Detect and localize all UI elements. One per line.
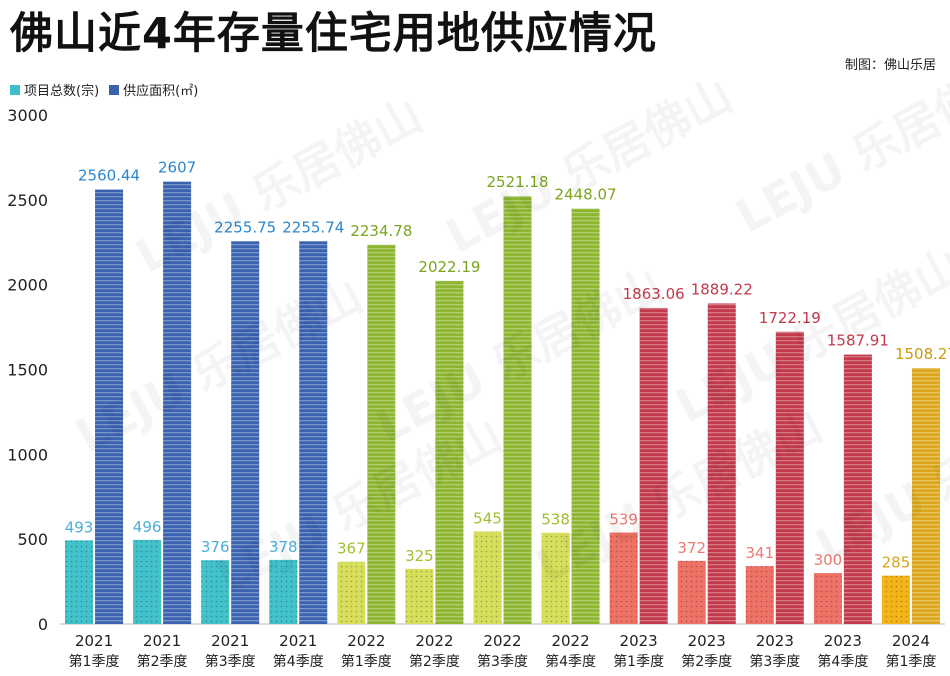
data-label-area: 1587.91 [827, 332, 889, 350]
bar-area-texture [707, 303, 736, 624]
x-tick-label-year: 2023 [620, 632, 658, 650]
x-tick-label-quarter: 第3季度 [749, 653, 800, 670]
legend-swatch-area [109, 84, 120, 95]
x-tick-label-quarter: 第1季度 [886, 653, 937, 670]
data-label-area: 1889.22 [691, 280, 753, 298]
y-tick-label: 1500 [7, 361, 48, 380]
x-tick-label-quarter: 第2季度 [137, 653, 188, 670]
x-tick-label-quarter: 第2季度 [409, 653, 460, 670]
data-label-count: 378 [269, 538, 298, 556]
x-tick-label-year: 2022 [551, 632, 589, 650]
bar-area-texture [435, 280, 464, 624]
data-label-area: 2022.19 [418, 258, 480, 276]
data-label-area: 2255.75 [214, 218, 276, 236]
bar-area-texture [843, 354, 872, 624]
data-label-count: 538 [541, 511, 570, 529]
bar-count-texture [745, 566, 774, 624]
y-tick-label: 1000 [7, 445, 48, 464]
bar-count-texture [881, 575, 910, 624]
legend: 项目总数(宗) 供应面积(㎡) [10, 80, 198, 99]
x-tick-label-year: 2021 [75, 632, 113, 650]
x-tick-label-year: 2022 [415, 632, 453, 650]
x-tick-label-year: 2021 [143, 632, 181, 650]
chart-title: 佛山近4年存量住宅用地供应情况 [10, 9, 657, 59]
x-tick-label-year: 2023 [756, 632, 794, 650]
data-label-area: 2448.07 [555, 186, 617, 204]
bar-count-texture [337, 561, 366, 624]
data-label-count: 376 [201, 538, 230, 556]
data-label-count: 367 [337, 540, 366, 558]
bar-area-texture [503, 196, 532, 624]
data-label-count: 285 [882, 554, 911, 572]
bar-count-texture [269, 559, 298, 624]
bar-area-texture [367, 244, 396, 624]
bar-count-texture [201, 560, 230, 624]
bar-count-texture [677, 560, 706, 624]
data-label-area: 2607 [158, 159, 196, 177]
bar-count-texture [813, 573, 842, 624]
data-label-area: 1863.06 [623, 285, 685, 303]
bar-area-texture [775, 331, 804, 624]
data-label-area: 2255.74 [282, 218, 344, 236]
bar-count-texture [133, 539, 162, 624]
bar-count-texture [405, 568, 434, 624]
y-tick-label: 3000 [7, 106, 48, 125]
data-label-area: 2560.44 [78, 167, 140, 185]
x-tick-label-year: 2024 [892, 632, 930, 650]
data-label-area: 1722.19 [759, 309, 821, 327]
y-tick-label: 500 [17, 530, 48, 549]
bar-area-texture [163, 181, 192, 624]
bar-count-texture [541, 532, 570, 624]
x-tick-label-year: 2021 [279, 632, 317, 650]
x-tick-label-quarter: 第1季度 [341, 653, 392, 670]
data-label-count: 341 [745, 544, 774, 562]
x-tick-label-quarter: 第1季度 [69, 653, 120, 670]
bar-area-texture [911, 368, 940, 624]
legend-swatch-count [10, 84, 20, 95]
data-label-count: 493 [65, 518, 94, 536]
bar-area-texture [299, 241, 328, 624]
data-label-count: 545 [473, 510, 502, 528]
x-tick-label-quarter: 第2季度 [681, 653, 732, 670]
bar-area-texture [95, 189, 124, 624]
data-label-count: 325 [405, 547, 434, 565]
bar-count-texture [609, 532, 638, 624]
legend-item-count: 项目总数(宗) [10, 80, 99, 99]
data-label-area: 2521.18 [486, 173, 548, 191]
x-tick-label-quarter: 第4季度 [545, 653, 596, 670]
bar-area-texture [639, 307, 668, 624]
legend-label-count: 项目总数(宗) [24, 84, 100, 99]
x-tick-label-quarter: 第3季度 [477, 653, 528, 670]
x-tick-label-year: 2022 [483, 632, 521, 650]
x-tick-label-quarter: 第3季度 [205, 653, 256, 670]
data-label-area: 2234.78 [350, 222, 412, 240]
y-tick-label: 0 [38, 615, 48, 634]
x-tick-label-quarter: 第4季度 [817, 653, 868, 670]
bar-count-texture [65, 540, 94, 624]
legend-label-area: 供应面积(㎡) [123, 84, 199, 99]
data-label-area: 1508.27 [895, 345, 950, 363]
x-tick-label-year: 2023 [824, 632, 862, 650]
data-label-count: 300 [814, 551, 843, 569]
x-tick-label-year: 2022 [347, 632, 385, 650]
chart-credit: 制图：佛山乐居 [844, 58, 936, 73]
data-label-count: 496 [133, 518, 162, 536]
x-tick-label-year: 2023 [688, 632, 726, 650]
bar-count-texture [473, 531, 502, 624]
x-tick-label-quarter: 第4季度 [273, 653, 324, 670]
x-tick-label-quarter: 第1季度 [613, 653, 664, 670]
legend-item-area: 供应面积(㎡) [109, 80, 198, 99]
bar-area-texture [571, 208, 600, 625]
y-tick-label: 2000 [7, 276, 48, 295]
data-label-count: 372 [677, 539, 706, 557]
y-tick-label: 2500 [7, 191, 48, 210]
x-tick-label-year: 2021 [211, 632, 249, 650]
data-label-count: 539 [609, 511, 638, 529]
bar-area-texture [231, 241, 260, 624]
